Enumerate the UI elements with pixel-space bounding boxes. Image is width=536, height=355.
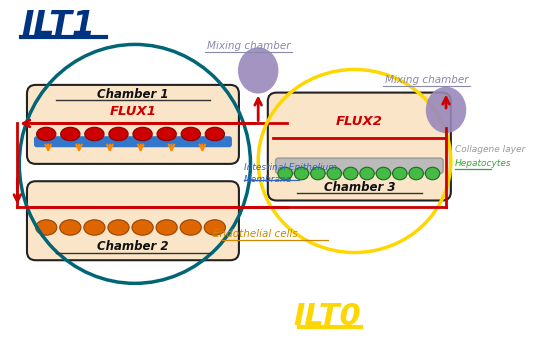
FancyBboxPatch shape <box>27 181 239 260</box>
Ellipse shape <box>360 167 374 180</box>
Text: Chamber 2: Chamber 2 <box>97 240 169 253</box>
Ellipse shape <box>294 167 309 180</box>
Text: ILT1: ILT1 <box>21 9 95 42</box>
Ellipse shape <box>311 167 325 180</box>
Text: Chamber 3: Chamber 3 <box>324 180 395 193</box>
Text: FLUX1: FLUX1 <box>109 105 157 118</box>
Text: FLUX2: FLUX2 <box>336 115 383 128</box>
FancyBboxPatch shape <box>27 85 239 164</box>
Ellipse shape <box>426 167 440 180</box>
Ellipse shape <box>409 167 423 180</box>
Text: Mixing chamber: Mixing chamber <box>207 41 291 51</box>
Ellipse shape <box>36 127 56 141</box>
Ellipse shape <box>157 127 176 141</box>
Ellipse shape <box>344 167 358 180</box>
Text: Intestinal Epithelium
Membrane: Intestinal Epithelium Membrane <box>244 163 337 184</box>
Ellipse shape <box>180 220 202 235</box>
Ellipse shape <box>327 167 341 180</box>
FancyBboxPatch shape <box>35 137 231 147</box>
Ellipse shape <box>156 220 177 235</box>
Text: Hepatocytes: Hepatocytes <box>455 159 511 168</box>
Ellipse shape <box>132 220 153 235</box>
Ellipse shape <box>61 127 80 141</box>
Ellipse shape <box>278 167 292 180</box>
Ellipse shape <box>108 220 129 235</box>
Ellipse shape <box>392 167 407 180</box>
FancyBboxPatch shape <box>268 93 451 201</box>
Text: Mixing chamber: Mixing chamber <box>385 75 468 85</box>
Ellipse shape <box>36 220 57 235</box>
Ellipse shape <box>59 220 81 235</box>
Text: Endothelial cells: Endothelial cells <box>213 229 297 239</box>
FancyBboxPatch shape <box>276 158 443 174</box>
Text: ILT0: ILT0 <box>294 302 361 331</box>
Ellipse shape <box>109 127 128 141</box>
Ellipse shape <box>204 220 226 235</box>
Ellipse shape <box>376 167 391 180</box>
Ellipse shape <box>133 127 152 141</box>
Ellipse shape <box>181 127 200 141</box>
Ellipse shape <box>84 220 105 235</box>
Ellipse shape <box>426 87 466 133</box>
Ellipse shape <box>238 47 278 94</box>
Ellipse shape <box>205 127 225 141</box>
Ellipse shape <box>85 127 104 141</box>
Text: Collagene layer: Collagene layer <box>455 145 525 154</box>
Text: Chamber 1: Chamber 1 <box>97 88 169 101</box>
